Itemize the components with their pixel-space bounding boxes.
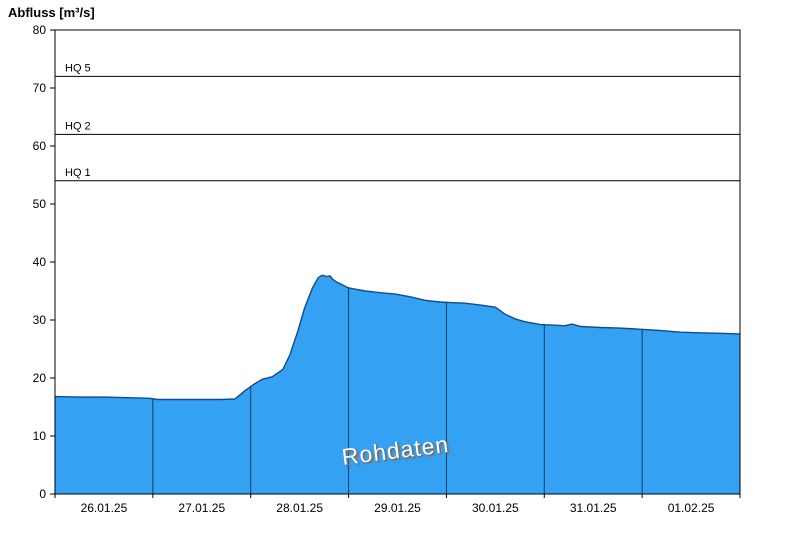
chart-title: Abfluss [m³/s] xyxy=(8,5,95,20)
x-axis-tick-label: 29.01.25 xyxy=(374,501,421,515)
y-axis-tick-label: 30 xyxy=(33,313,47,327)
discharge-area-fill xyxy=(55,275,740,494)
y-axis-tick-label: 80 xyxy=(33,23,47,37)
x-axis-tick-label: 30.01.25 xyxy=(472,501,519,515)
y-axis-tick-label: 50 xyxy=(33,197,47,211)
hq-reference-label: HQ 1 xyxy=(65,167,91,179)
x-axis-tick-label: 27.01.25 xyxy=(178,501,225,515)
x-axis-tick-label: 28.01.25 xyxy=(276,501,323,515)
y-axis-tick-label: 40 xyxy=(33,255,47,269)
hq-reference-label: HQ 2 xyxy=(65,120,91,132)
discharge-curve-line xyxy=(54,274,741,401)
x-axis-tick-label: 26.01.25 xyxy=(81,501,128,515)
hq-reference-label: HQ 5 xyxy=(65,62,91,74)
y-axis-tick-label: 10 xyxy=(33,429,47,443)
y-axis-tick-label: 70 xyxy=(33,81,47,95)
x-axis-tick-label: 01.02.25 xyxy=(668,501,715,515)
x-axis-tick-label: 31.01.25 xyxy=(570,501,617,515)
y-axis-tick-label: 20 xyxy=(33,371,47,385)
y-axis-tick-label: 60 xyxy=(33,139,47,153)
y-axis-tick-label: 0 xyxy=(39,487,46,501)
